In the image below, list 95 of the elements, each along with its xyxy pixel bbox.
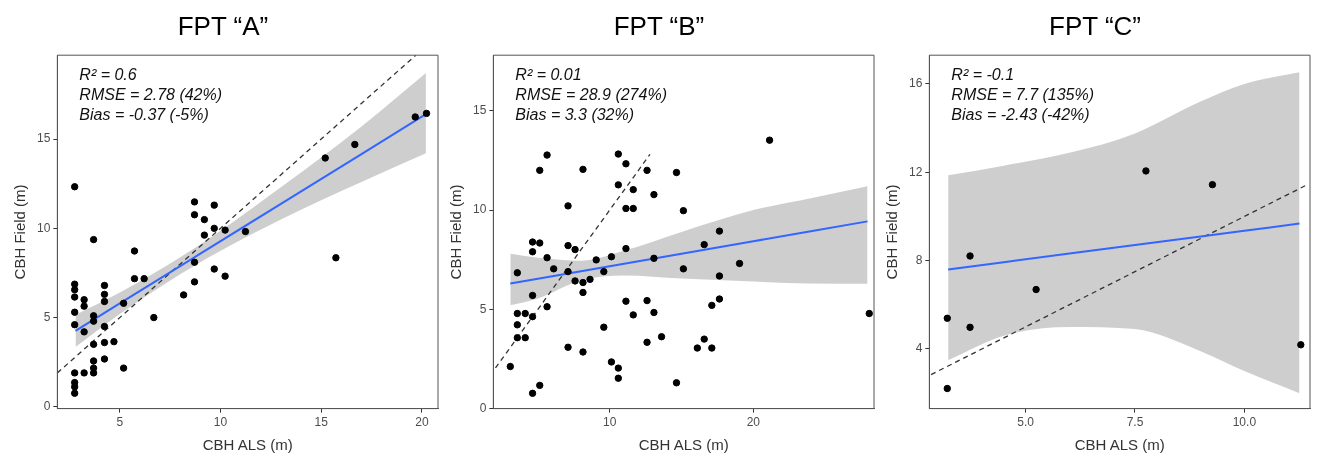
y-tick-label: 5: [479, 301, 487, 316]
y-tick-label: 10: [472, 202, 487, 217]
point: [70, 383, 79, 391]
point: [943, 384, 951, 393]
point: [221, 272, 229, 280]
point: [1208, 180, 1217, 189]
y-tick-label: 15: [36, 131, 51, 146]
point: [190, 198, 199, 206]
y-axis-title: CBH Field (m): [11, 184, 29, 280]
point: [190, 278, 199, 286]
x-tick-label: 10: [213, 415, 228, 430]
point: [119, 364, 128, 372]
point: [80, 369, 88, 377]
point: [70, 389, 79, 397]
point: [89, 340, 98, 349]
point: [1297, 341, 1305, 349]
point: [179, 291, 188, 299]
point: [411, 113, 419, 121]
point: [150, 313, 158, 322]
point: [210, 265, 218, 273]
point: [100, 322, 109, 331]
point: [80, 302, 88, 310]
y-tick-label: 15: [472, 103, 487, 118]
point: [100, 290, 109, 299]
x-tick-label: 10: [603, 415, 617, 430]
annotation: R² = -0.1: [951, 65, 1015, 83]
point: [210, 224, 218, 233]
x-axis-title: CBH ALS (m): [202, 436, 293, 454]
point: [70, 286, 79, 294]
point: [89, 369, 98, 377]
point: [140, 274, 148, 283]
point: [200, 215, 209, 224]
y-tick-label: 12: [908, 164, 923, 179]
chart-title: FPT “C”: [1049, 10, 1141, 41]
y-tick-label: 10: [36, 220, 51, 235]
point: [241, 227, 250, 236]
annotation: RMSE = 2.78 (42%): [79, 85, 223, 103]
point: [70, 369, 79, 377]
point: [100, 338, 109, 347]
x-axis-title: CBH ALS (m): [638, 436, 729, 454]
point: [89, 317, 98, 325]
point: [70, 293, 79, 301]
point: [200, 231, 209, 239]
point: [89, 235, 98, 244]
y-tick-label: 8: [915, 252, 923, 267]
point: [190, 258, 199, 266]
point: [221, 226, 229, 234]
point: [422, 109, 431, 118]
point: [100, 297, 109, 306]
point: [110, 337, 118, 346]
point: [130, 274, 139, 283]
chart-title: FPT “B”: [613, 10, 705, 41]
point: [70, 308, 79, 316]
point: [1142, 167, 1150, 175]
point: [351, 140, 359, 149]
point: [966, 323, 974, 332]
point: [1032, 285, 1040, 294]
point: [80, 296, 88, 304]
y-tick-label: 5: [43, 309, 51, 324]
annotation: Bias = -2.43 (-42%): [951, 105, 1090, 123]
point: [100, 281, 109, 290]
y-axis-title: CBH Field (m): [883, 184, 901, 280]
y-tick-label: 0: [43, 399, 51, 414]
point: [943, 314, 951, 322]
point: [70, 321, 79, 329]
point: [332, 254, 340, 262]
annotation: R² = 0.6: [79, 65, 137, 83]
annotation: RMSE = 7.7 (135%): [951, 85, 1095, 103]
point: [70, 183, 79, 191]
annotation: Bias = 3.3 (32%): [515, 105, 635, 123]
y-tick-label: 16: [908, 76, 923, 91]
annotation: Bias = -0.37 (-5%): [79, 105, 209, 123]
point: [321, 154, 329, 162]
x-tick-label: 5.0: [1017, 415, 1035, 430]
x-tick-label: 10.0: [1232, 415, 1257, 430]
x-tick-label: 15: [314, 415, 329, 430]
x-tick-label: 7.5: [1126, 415, 1144, 430]
point: [80, 328, 88, 336]
annotation: RMSE = 28.9 (274%): [515, 85, 667, 103]
point: [119, 299, 128, 307]
point: [190, 211, 199, 219]
chart-title: FPT “A”: [177, 10, 269, 41]
annotation: R² = 0.01: [515, 65, 582, 83]
x-tick-label: 20: [746, 415, 761, 430]
point: [89, 357, 98, 365]
y-tick-label: 4: [915, 341, 923, 356]
point: [966, 252, 974, 260]
point: [130, 247, 139, 255]
point: [100, 355, 109, 363]
y-tick-label: 0: [479, 400, 487, 415]
point: [210, 201, 218, 209]
y-axis-title: CBH Field (m): [447, 184, 465, 280]
x-axis-title: CBH ALS (m): [1074, 436, 1165, 454]
x-tick-label: 20: [415, 415, 429, 430]
x-tick-label: 5: [116, 415, 124, 430]
